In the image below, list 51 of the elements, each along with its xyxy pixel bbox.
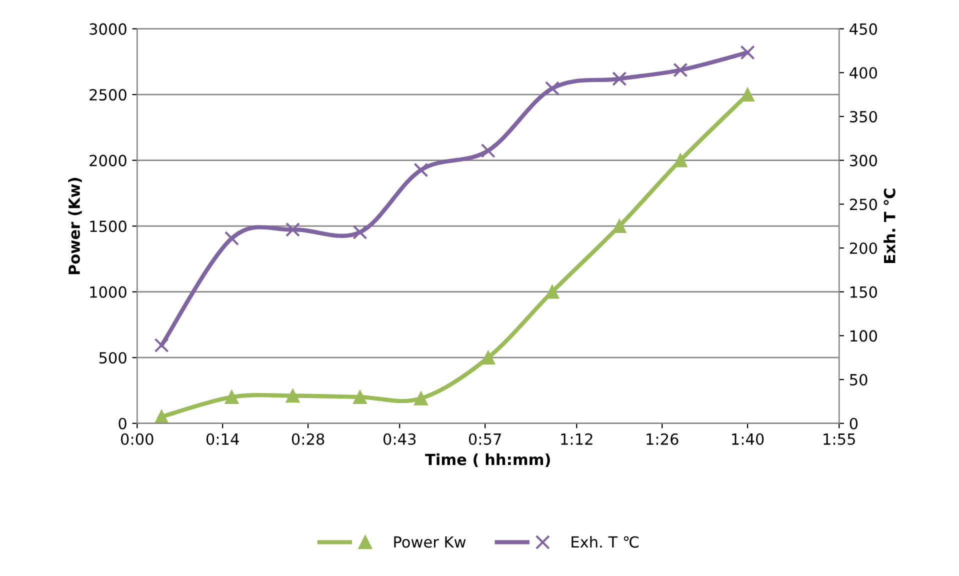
y-tick-label: 2500: [90, 89, 126, 101]
x-tick-label: 0:43: [383, 433, 416, 445]
y-tick-label: 1000: [90, 286, 126, 298]
y2-tick-label: 0: [850, 418, 858, 430]
y-tick-label: 1500: [90, 220, 126, 232]
y2-tick-label: 250: [850, 198, 877, 210]
point: [612, 71, 627, 86]
y2-tick-label: 100: [850, 330, 877, 342]
y2-axis-title: Exh. T ℃: [884, 188, 896, 263]
y-tick-label: 500: [99, 352, 126, 364]
point: [673, 153, 688, 168]
point: [414, 162, 428, 178]
point: [224, 231, 240, 246]
x-tick-label: 0:57: [468, 433, 501, 445]
x-axis-title: Time ( hh:mm): [425, 453, 550, 468]
y-axis-title: Power (Kw): [68, 178, 82, 274]
point: [481, 350, 496, 365]
y-tick-label: 0: [118, 418, 126, 430]
point: [286, 388, 300, 403]
x-tick-label: 1:12: [561, 433, 592, 445]
x-tick-label: 0:14: [206, 433, 239, 445]
point: [352, 224, 368, 240]
y-tick-label: 2000: [90, 154, 126, 166]
point: [673, 62, 688, 78]
point: [224, 390, 239, 404]
y2-tick-label: 350: [850, 110, 877, 122]
point: [352, 390, 367, 404]
y2-tick-label: 300: [850, 154, 877, 166]
point: [545, 284, 560, 299]
x-tick-label: 1:55: [824, 434, 855, 445]
x-tick-label: 1:40: [732, 433, 764, 445]
x-tick-label: 0:00: [120, 433, 154, 445]
point: [740, 88, 755, 102]
x-tick-label: 1:26: [646, 433, 678, 445]
legend-label: Power Kw: [394, 536, 466, 548]
point: [480, 143, 496, 158]
x-tick-label: 0:28: [292, 433, 324, 445]
y2-tick-label: 150: [850, 286, 877, 298]
y2-tick-label: 400: [850, 67, 877, 79]
point: [414, 391, 428, 406]
y2-tick-label: 450: [850, 23, 877, 35]
point: [544, 81, 560, 96]
legend-label: Exh. T ℃: [572, 536, 639, 548]
y2-tick-label: 200: [850, 242, 877, 254]
point: [612, 219, 626, 234]
point: [154, 410, 168, 424]
point: [154, 338, 169, 353]
y-tick-label: 3000: [90, 23, 126, 35]
point: [286, 222, 300, 237]
point: [740, 45, 755, 60]
y2-tick-label: 50: [850, 374, 868, 386]
